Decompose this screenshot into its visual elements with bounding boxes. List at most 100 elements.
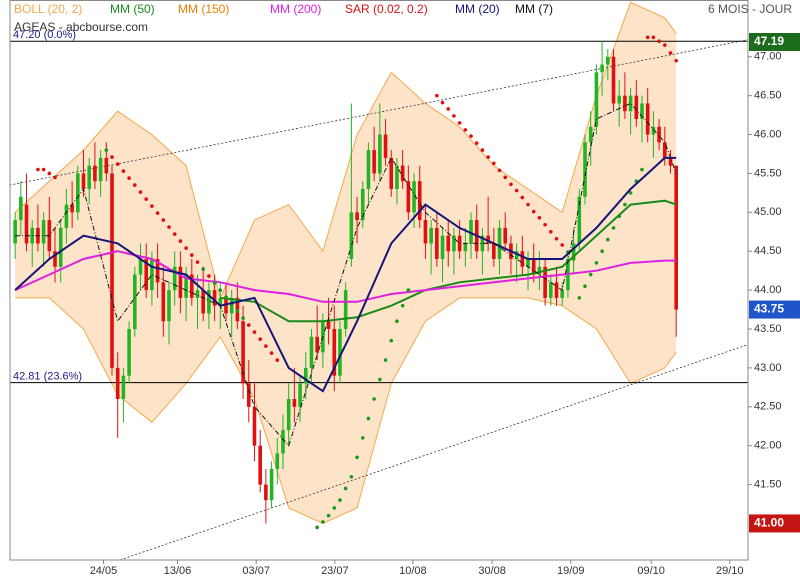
candle-body	[155, 259, 160, 283]
sar-dot	[343, 486, 348, 491]
candle-body	[218, 297, 223, 306]
candle-body	[440, 235, 445, 259]
y-tick-label: 43.50	[754, 323, 782, 335]
candle-body	[668, 157, 673, 166]
candle-body	[349, 212, 354, 259]
candle-body	[326, 321, 331, 329]
candle-body	[606, 56, 610, 65]
candle-body	[286, 399, 291, 431]
sar-dot	[189, 253, 194, 257]
sar-dot	[178, 239, 183, 243]
candle-body	[554, 282, 559, 298]
sar-dot	[138, 190, 143, 194]
candle-body	[577, 196, 582, 244]
candle-body	[623, 95, 627, 112]
sar-dot	[315, 525, 319, 530]
sar-dot	[577, 296, 582, 300]
candle-body	[526, 259, 530, 267]
trend-line	[119, 344, 749, 561]
sar-dot	[628, 191, 633, 195]
sar-dot	[224, 295, 228, 299]
sar-dot	[269, 351, 274, 355]
candle-body	[19, 196, 23, 221]
sar-dot	[509, 182, 513, 187]
candle-body	[303, 367, 308, 384]
candle-body	[378, 134, 382, 174]
x-tick-label: 13/06	[164, 565, 192, 577]
candle-body	[13, 220, 17, 244]
candle-body	[480, 235, 485, 252]
candle-body	[246, 383, 251, 407]
sar-dot	[617, 214, 622, 219]
candle-body	[281, 430, 285, 454]
sar-dot	[326, 513, 331, 518]
candle-body	[583, 142, 587, 197]
candle-body	[127, 329, 131, 376]
sar-dot	[36, 167, 40, 172]
candle-body	[463, 243, 468, 252]
sar-dot	[218, 288, 223, 292]
sar-dot	[195, 260, 200, 264]
candle-body	[543, 266, 547, 298]
sar-dot	[127, 176, 131, 180]
candle-body	[406, 181, 411, 213]
sar-dot	[167, 225, 171, 229]
legend-item: BOLL (20, 2)	[14, 2, 82, 16]
candle-body	[537, 266, 542, 275]
sar-dot	[611, 226, 616, 230]
candle-body	[81, 173, 86, 189]
trend-line	[9, 39, 749, 186]
sar-dot	[41, 167, 46, 172]
sar-dot	[497, 168, 502, 173]
sar-dot	[264, 344, 268, 348]
sar-dot	[321, 520, 325, 524]
sar-dot	[583, 284, 587, 289]
sar-dot	[549, 229, 553, 234]
candle-body	[241, 321, 245, 384]
y-tick-label: 44.00	[754, 284, 782, 296]
sar-dot	[554, 236, 559, 241]
sar-dot	[104, 148, 109, 152]
legend-item: MM (20)	[455, 2, 500, 16]
candle-body	[167, 290, 171, 322]
sar-dot	[560, 243, 565, 247]
candle-body	[417, 181, 422, 221]
candle-body	[497, 227, 502, 259]
candle-body	[53, 251, 57, 267]
candle-body	[201, 290, 205, 314]
sar-dot	[435, 93, 439, 98]
legend-item: MM (150)	[178, 2, 229, 16]
sar-dot	[623, 202, 627, 207]
sar-dot	[212, 281, 217, 285]
sar-dot	[531, 209, 536, 214]
candle-body	[662, 142, 667, 158]
sar-dot	[526, 202, 530, 207]
price-label-box	[749, 300, 800, 319]
x-tick-label: 23/07	[321, 565, 349, 577]
sar-dot	[503, 175, 508, 180]
sar-dot	[332, 506, 337, 510]
candle-body	[549, 282, 553, 298]
sar-dot	[184, 246, 188, 250]
sar-dot	[651, 35, 656, 40]
sar-dot	[246, 323, 251, 327]
sar-dot	[121, 169, 126, 173]
candle-body	[400, 165, 405, 182]
candle-body	[264, 484, 268, 501]
period: 6 MOIS - JOUR	[708, 2, 792, 16]
price-label: 43.75	[754, 302, 784, 316]
y-tick-label: 41.50	[754, 478, 782, 490]
sar-dot	[668, 51, 673, 55]
candle-body	[395, 165, 399, 189]
sar-dot	[47, 171, 52, 176]
candle-body	[389, 157, 394, 189]
y-tick-label: 44.50	[754, 245, 782, 257]
sar-dot	[235, 309, 240, 313]
sar-dot	[463, 128, 468, 132]
candle-body	[298, 383, 302, 407]
sar-dot	[150, 204, 154, 208]
sar-dot	[543, 222, 547, 227]
sar-dot	[155, 211, 160, 215]
sar-dot	[252, 330, 257, 334]
candle-body	[360, 189, 365, 221]
